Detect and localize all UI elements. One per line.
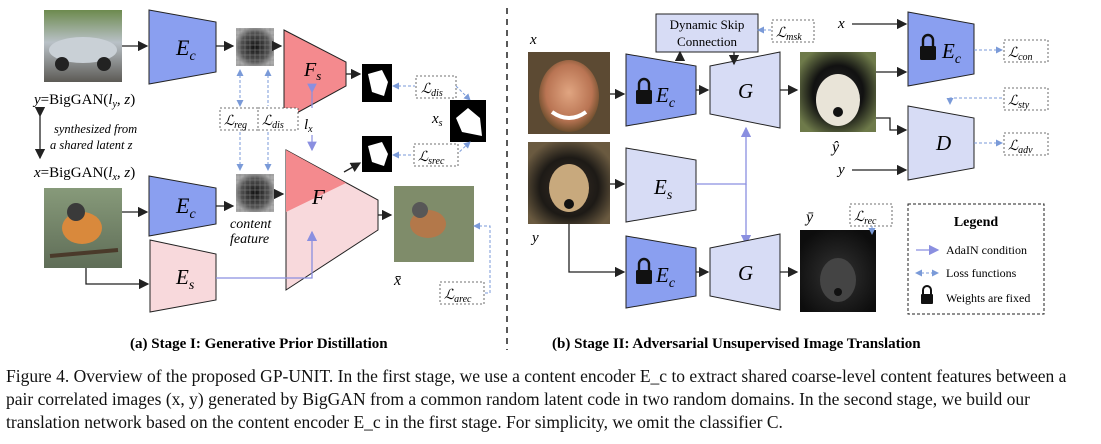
- stage2-title: (b) Stage II: Adversarial Unsupervised I…: [552, 336, 921, 352]
- dog-image: [528, 142, 610, 224]
- xbar-label: x̄: [393, 272, 401, 289]
- mask-output-1: [362, 64, 392, 102]
- reconstructed-bird: [394, 186, 474, 262]
- legend-adain: AdaIN condition: [946, 243, 1027, 257]
- f-decoder-top: [286, 150, 346, 212]
- generator-top: [709, 51, 781, 129]
- content-encoder-top: [148, 9, 217, 85]
- x-eq: x=BigGAN(lx, z): [33, 165, 135, 183]
- dashed-arrow: [946, 97, 1002, 105]
- y-eq: y=BigGAN(ly, z): [32, 92, 135, 110]
- adain-arrow: [696, 126, 752, 185]
- style-encoder: [149, 239, 217, 313]
- discriminator: [907, 105, 975, 181]
- loss-msk-box: [771, 19, 815, 43]
- arrow: [85, 268, 150, 290]
- dashed-arrow: [455, 141, 471, 156]
- lock-icon: [920, 33, 936, 60]
- generator-bottom: [709, 233, 781, 311]
- content-feature-grid-top: [236, 28, 274, 66]
- ybar-label: ȳ: [804, 209, 814, 226]
- dashed-arrow: [455, 85, 471, 101]
- locked-encoder-right: [907, 11, 975, 87]
- car-image: [44, 10, 122, 82]
- y-label: y: [530, 230, 539, 246]
- x-right-label: x: [837, 16, 845, 32]
- lock-icon: [921, 285, 933, 304]
- figure: Ec Fs ℒdis xs ℒsrec lx ℒreg ℒdis y=: [32, 8, 1049, 352]
- yhat-image: [800, 52, 876, 132]
- legend-loss: Loss functions: [946, 266, 1017, 280]
- fs-decoder: [283, 29, 347, 121]
- adain-arrow: [216, 230, 318, 279]
- mask-output-2: [362, 136, 392, 172]
- content-line2: feature: [230, 232, 269, 247]
- loss-reg-box: [219, 107, 261, 131]
- y2-label: y: [836, 162, 845, 178]
- face-image: [528, 52, 610, 134]
- loss-srec-box: [413, 143, 459, 167]
- locked-encoder-top: [625, 53, 697, 127]
- bird-image: [44, 188, 122, 268]
- x-label: x: [529, 32, 537, 48]
- g-label2: G: [738, 261, 753, 285]
- xs-label: xs: [431, 111, 443, 129]
- loss-con-box: [1003, 39, 1049, 63]
- yhat-label: ŷ: [830, 139, 840, 156]
- synth-line2: a shared latent z: [50, 138, 133, 152]
- loss-dis2-box: [257, 107, 299, 131]
- f-label: F: [311, 185, 325, 209]
- synth-line1: synthesized from: [54, 122, 137, 136]
- loss-adv-box: [1003, 132, 1049, 156]
- skip-line2: Connection: [677, 34, 737, 49]
- loss-arec-box: [439, 281, 485, 305]
- d-label: D: [935, 131, 951, 155]
- dashed-arrow: [473, 222, 491, 294]
- legend-title: Legend: [954, 215, 999, 230]
- stage1-title: (a) Stage I: Generative Prior Distillati…: [130, 336, 388, 352]
- locked-encoder-bottom: [625, 235, 697, 309]
- figure-svg: Ec Fs ℒdis xs ℒsrec lx ℒreg ℒdis y=: [32, 8, 1049, 352]
- ybar-image: [800, 230, 876, 312]
- content-line1: content: [230, 217, 272, 232]
- lock-icon: [636, 77, 652, 104]
- content-encoder-bottom: [148, 175, 217, 237]
- lx-label: lx: [304, 117, 313, 135]
- legend-fixed: Weights are fixed: [946, 291, 1030, 305]
- arrow: [568, 224, 626, 278]
- loss-sty-box: [1003, 87, 1049, 111]
- style-encoder-stage2: [625, 147, 697, 223]
- figure-caption: Figure 4. Overview of the proposed GP-UN…: [6, 366, 1067, 432]
- loss-dis-box: [415, 75, 457, 99]
- arrow: [876, 117, 908, 136]
- arrow: [343, 162, 362, 173]
- loss-rec-box: [849, 203, 893, 227]
- skip-line1: Dynamic Skip: [670, 17, 745, 32]
- g-label: G: [738, 79, 753, 103]
- lock-icon: [636, 257, 652, 284]
- content-feature-grid-bottom: [236, 174, 274, 212]
- mask-xs: [450, 100, 486, 142]
